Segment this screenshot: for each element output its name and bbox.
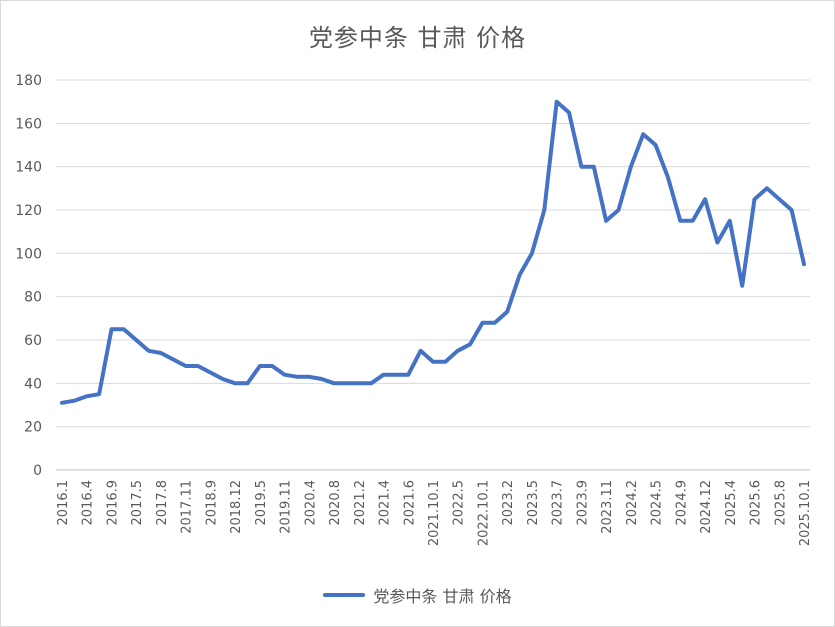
x-tick-label: 2024.5: [650, 480, 665, 526]
x-tick-label: 2019.11: [279, 480, 294, 534]
x-tick-label: 2023.5: [526, 480, 541, 526]
x-tick-label: 2025.4: [724, 480, 739, 526]
y-tick-label: 160: [15, 116, 42, 132]
x-tick-label: 2025.8: [773, 480, 788, 526]
x-tick-label: 2021.6: [402, 480, 417, 526]
series-layer: [60, 99, 806, 405]
series-line: [60, 99, 806, 405]
x-tick-label: 2024.9: [674, 480, 689, 526]
x-tick-label: 2016.9: [106, 480, 121, 526]
y-tick-label: 140: [15, 160, 42, 176]
x-axis-ticks: 2016.1 2016.4 2016.9 2017.5 2017.8 2017.11 201…: [56, 480, 813, 546]
x-tick-label: 2022.5: [452, 480, 467, 526]
y-tick-label: 0: [33, 463, 42, 479]
x-tick-label: 2023.9: [575, 480, 590, 526]
y-tick-label: 80: [24, 290, 42, 306]
gridlines: [56, 79, 810, 471]
y-tick-label: 120: [15, 203, 42, 219]
x-tick-label: 2025.10.1: [798, 480, 813, 546]
x-tick-label: 2025.6: [749, 480, 764, 526]
x-tick-label: 2017.5: [130, 480, 145, 526]
x-tick-label: 2020.4: [303, 480, 318, 526]
x-tick-label: 2023.11: [600, 480, 615, 534]
x-tick-label: 2019.5: [254, 480, 269, 526]
x-tick-label: 2018.9: [204, 480, 219, 526]
x-tick-label: 2023.2: [501, 480, 516, 526]
y-tick-label: 100: [15, 246, 42, 262]
chart-title: 党参中条 甘肃 价格: [308, 24, 527, 52]
legend-swatch: [323, 593, 366, 597]
y-tick-label: 60: [24, 333, 42, 349]
x-tick-label: 2022.10.1: [477, 480, 492, 546]
legend-label: 党参中条 甘肃 价格: [373, 587, 512, 606]
x-tick-label: 2023.7: [551, 480, 566, 526]
x-tick-label: 2021.2: [353, 480, 368, 526]
x-tick-label: 2024.12: [699, 480, 714, 534]
x-tick-label: 2021.4: [378, 480, 393, 526]
x-tick-label: 2021.10.1: [427, 480, 442, 546]
x-tick-label: 2020.8: [328, 480, 343, 526]
y-axis-ticks: 0 20 40 60 80 100 120 140 160 180: [15, 73, 42, 479]
x-tick-label: 2016.1: [56, 480, 71, 526]
y-tick-label: 180: [15, 73, 42, 89]
y-tick-label: 20: [24, 420, 42, 436]
x-tick-label: 2024.2: [625, 480, 640, 526]
x-tick-label: 2016.4: [81, 480, 96, 526]
x-tick-label: 2018.12: [229, 480, 244, 534]
legend: 党参中条 甘肃 价格: [0, 583, 835, 607]
x-tick-label: 2017.11: [180, 480, 195, 534]
x-tick-label: 2017.8: [155, 480, 170, 526]
y-tick-label: 40: [24, 376, 42, 392]
